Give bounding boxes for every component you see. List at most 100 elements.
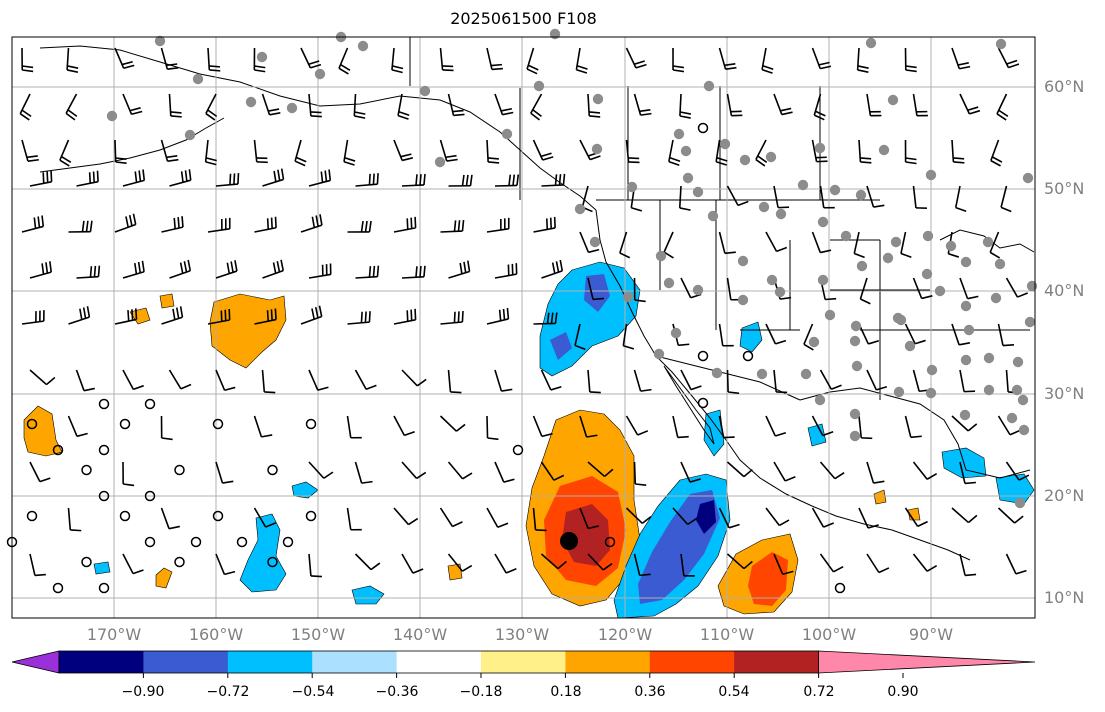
wind-barb — [773, 553, 794, 576]
wind-barb — [679, 93, 692, 119]
station-dot — [703, 80, 715, 92]
wind-barb — [858, 415, 873, 440]
wind-barb — [29, 461, 51, 483]
colorbar-extension-min — [11, 650, 60, 674]
station-dot — [670, 327, 682, 339]
station-dot — [960, 354, 972, 366]
colorbar-segment — [143, 651, 229, 673]
station-dot — [574, 203, 586, 215]
wind-barb — [338, 47, 351, 75]
orange-patch — [155, 567, 173, 589]
station-dot — [963, 324, 975, 336]
wind-barb — [354, 461, 373, 484]
wind-barb — [541, 173, 566, 187]
station-dot — [434, 156, 446, 168]
wind-barb — [122, 260, 145, 279]
wind-barb — [951, 415, 978, 432]
wind-barb — [990, 139, 1003, 167]
open-station-marker — [236, 536, 248, 548]
station-dot — [653, 348, 665, 360]
wind-barb — [726, 553, 753, 570]
station-dot — [1014, 497, 1026, 509]
open-station-marker — [282, 536, 294, 548]
station-dot — [719, 138, 731, 150]
wind-barb — [718, 507, 740, 529]
station-dot — [589, 236, 601, 248]
station-dot — [286, 102, 298, 114]
wind-barb — [300, 214, 323, 233]
wind-barb — [858, 507, 879, 529]
wind-barb — [959, 93, 981, 115]
station-dot — [419, 85, 431, 97]
wind-barb — [215, 260, 238, 279]
open-station-marker — [98, 444, 110, 456]
wind-barb — [169, 169, 192, 187]
wind-barb — [67, 507, 82, 532]
wind-barb — [347, 220, 372, 233]
colorbar-segment — [734, 651, 820, 673]
station-dot — [766, 274, 778, 286]
station-dot — [765, 151, 777, 163]
wind-barb — [29, 369, 56, 386]
wind-barb — [168, 93, 182, 118]
open-station-marker — [604, 536, 616, 548]
wind-barb — [672, 47, 685, 73]
wind-barb — [663, 231, 674, 259]
aleutian-chain — [39, 117, 225, 173]
wind-barb — [253, 139, 268, 164]
wind-barb — [355, 173, 379, 187]
coastlines — [39, 37, 1035, 561]
wind-barb — [866, 461, 885, 484]
wind-barb — [253, 507, 277, 528]
wind-barb — [900, 231, 912, 259]
calm-wind-marker — [212, 418, 224, 430]
wind-barb — [765, 323, 787, 345]
wind-barb — [114, 308, 138, 325]
wind-barb — [401, 265, 426, 279]
station-dot — [591, 143, 603, 155]
wind-barb — [168, 369, 192, 390]
open-station-marker — [98, 490, 110, 502]
station-dot — [851, 360, 863, 372]
wind-barb — [486, 47, 503, 71]
wind-barb — [1005, 553, 1027, 575]
colorbar-tick-label: −0.18 — [459, 684, 503, 700]
wind-barb — [68, 220, 93, 233]
wind-barb — [346, 415, 362, 439]
wind-barb — [401, 461, 427, 480]
wind-barb — [253, 47, 266, 73]
station-dot — [680, 145, 692, 157]
wind-barb — [951, 323, 971, 346]
station-dot — [890, 236, 902, 248]
wind-barb — [122, 553, 144, 575]
wind-barb — [215, 553, 236, 576]
wind-barb — [21, 310, 45, 325]
station-dot — [840, 230, 852, 242]
wind-barb — [904, 47, 917, 73]
open-station-marker — [144, 490, 156, 502]
colorbar-tick-label: 0.72 — [803, 684, 835, 700]
wind-barb — [866, 93, 882, 117]
wind-barb — [533, 312, 558, 325]
wind-barb — [954, 185, 967, 212]
station-dot — [922, 230, 934, 242]
wind-barb — [811, 415, 834, 437]
wind-barb — [347, 311, 371, 325]
open-station-marker — [834, 582, 846, 594]
open-station-marker — [52, 582, 64, 594]
wind-barb — [353, 93, 366, 119]
graticule — [12, 37, 1035, 618]
colorbar-segment — [227, 651, 313, 673]
open-station-marker — [98, 582, 110, 594]
station-dot — [711, 367, 723, 379]
wind-barb — [308, 369, 329, 391]
calm-wind-marker — [174, 556, 185, 568]
wind-barb — [912, 185, 927, 210]
wind-barb — [811, 47, 832, 70]
open-station-marker — [98, 398, 110, 410]
wind-barb — [718, 415, 735, 439]
wind-barb — [393, 139, 414, 162]
wind-barb — [856, 47, 869, 73]
wind-barb — [447, 553, 473, 572]
